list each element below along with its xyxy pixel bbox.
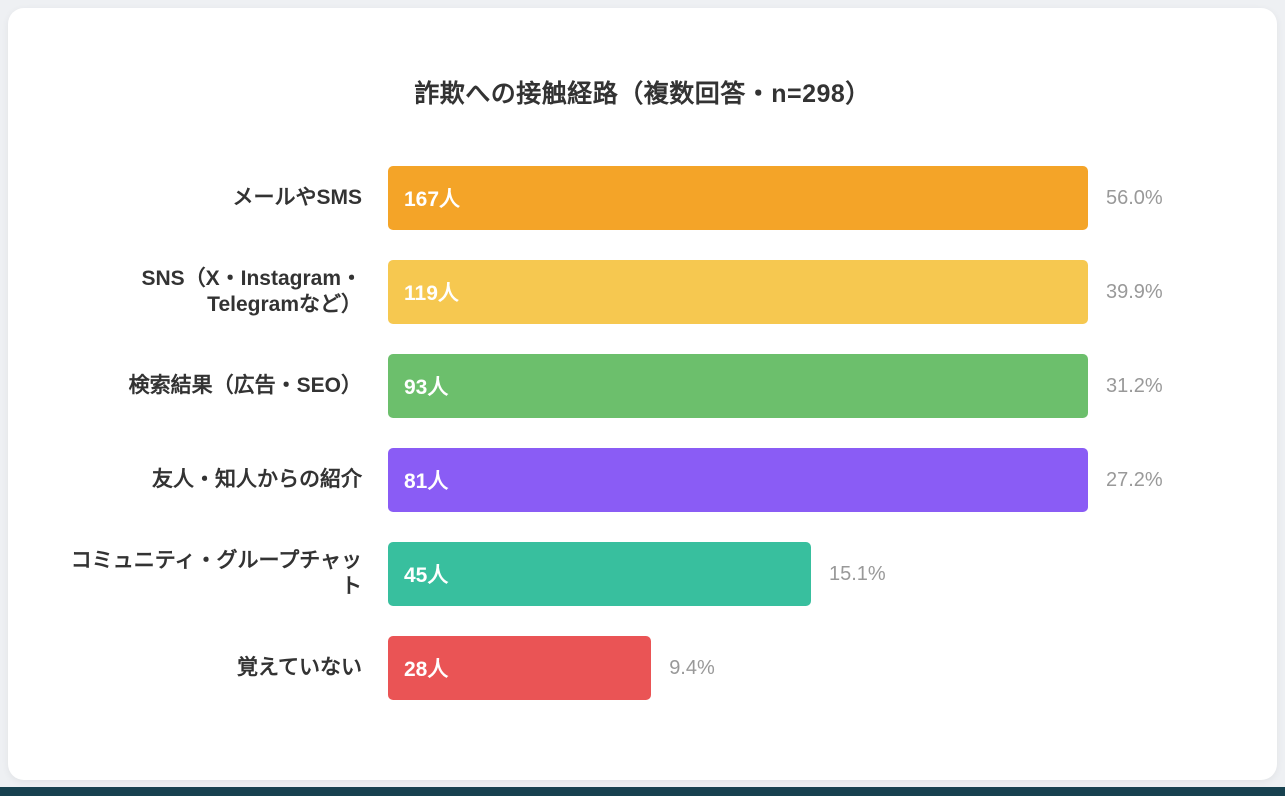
bar-value-label: 45人 <box>404 564 449 587</box>
bar-value-label: 167人 <box>404 188 461 211</box>
chart-title: 詐欺への接触経路（複数回答・n=298） <box>414 80 871 108</box>
bar-row-sns: SNS（X・Instagram・Telegramなど） 119人 39.9% <box>58 260 1227 324</box>
chart-card: 詐欺への接触経路（複数回答・n=298） メールやSMS 167人 56.0% … <box>8 8 1277 780</box>
bar-value-label: 93人 <box>404 376 449 399</box>
category-label: 覚えていない <box>237 655 362 679</box>
bar-value-label: 28人 <box>404 658 449 681</box>
bar-row-community: コミュニティ・グループチャット 45人 15.1% <box>58 542 1227 606</box>
category-label: コミュニティ・グループチャット <box>70 548 362 598</box>
bar-percent-label: 15.1% <box>829 562 886 585</box>
bar-row-mail-sms: メールやSMS 167人 56.0% <box>58 166 1227 230</box>
bar-row-dont-remember: 覚えていない 28人 9.4% <box>58 636 1227 700</box>
bar: 167人 <box>388 166 1088 230</box>
bar: 28人 <box>388 636 652 700</box>
bar-track: 28人 9.4% <box>388 636 1227 700</box>
page-bottom-accent-bar <box>0 787 1285 796</box>
category-label: 友人・知人からの紹介 <box>152 467 362 491</box>
bar-percent-label: 56.0% <box>1106 186 1163 209</box>
bar-chart: メールやSMS 167人 56.0% SNS（X・Instagram・Teleg… <box>58 166 1227 700</box>
bar-percent-label: 39.9% <box>1106 280 1163 303</box>
bar-value-label: 119人 <box>404 282 459 305</box>
bar: 119人 <box>388 260 1088 324</box>
category-label: SNS（X・Instagram・Telegramなど） <box>141 266 362 316</box>
bar-row-referral: 友人・知人からの紹介 81人 27.2% <box>58 448 1227 512</box>
bar: 45人 <box>388 542 811 606</box>
bar-track: 81人 27.2% <box>388 448 1227 512</box>
bar-percent-label: 9.4% <box>669 656 715 679</box>
bar: 93人 <box>388 354 1088 418</box>
bar-track: 167人 56.0% <box>388 166 1227 230</box>
bar-value-label: 81人 <box>404 470 449 493</box>
bar-track: 119人 39.9% <box>388 260 1227 324</box>
bar-percent-label: 31.2% <box>1106 374 1163 397</box>
bar-track: 93人 31.2% <box>388 354 1227 418</box>
bar-row-search: 検索結果（広告・SEO） 93人 31.2% <box>58 354 1227 418</box>
bar-percent-label: 27.2% <box>1106 468 1163 491</box>
bar-track: 45人 15.1% <box>388 542 1227 606</box>
category-label: メールやSMS <box>232 185 362 209</box>
category-label: 検索結果（広告・SEO） <box>128 373 362 397</box>
bar: 81人 <box>388 448 1088 512</box>
